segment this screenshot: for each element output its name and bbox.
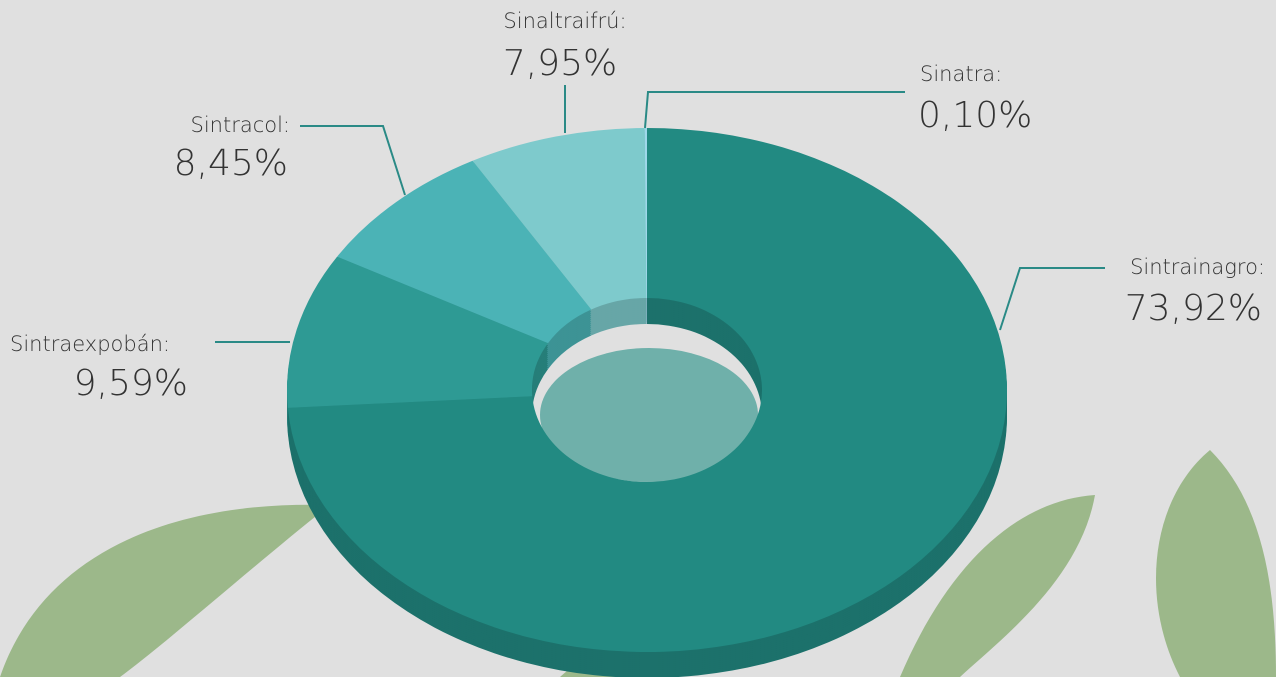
value-label: 8,45% (174, 143, 288, 184)
leader-line (645, 92, 905, 128)
page: Sintrainagro: 73,92% Sintraexpobán: 9,59% Si… (0, 0, 1276, 677)
value-label: 0,10% (918, 95, 1032, 136)
slice-label: Sintrainagro: (1130, 255, 1265, 279)
leaf (0, 505, 330, 677)
slice-label: Sinaltraifrú: (503, 9, 626, 33)
slice-label: Sintracol: (190, 113, 290, 137)
donut (287, 128, 1007, 677)
leaf (1156, 450, 1276, 677)
slice-label: Sinatra: (920, 62, 1002, 86)
value-label: 73,92% (1125, 288, 1262, 329)
leader-line (300, 126, 405, 195)
value-label: 9,59% (74, 363, 188, 404)
leader-line (1000, 268, 1105, 330)
slice-label: Sintraexpobán: (10, 332, 170, 356)
chart: Sintrainagro: 73,92% Sintraexpobán: 9,59% Si… (0, 0, 1276, 677)
value-label: 7,95% (503, 43, 617, 84)
